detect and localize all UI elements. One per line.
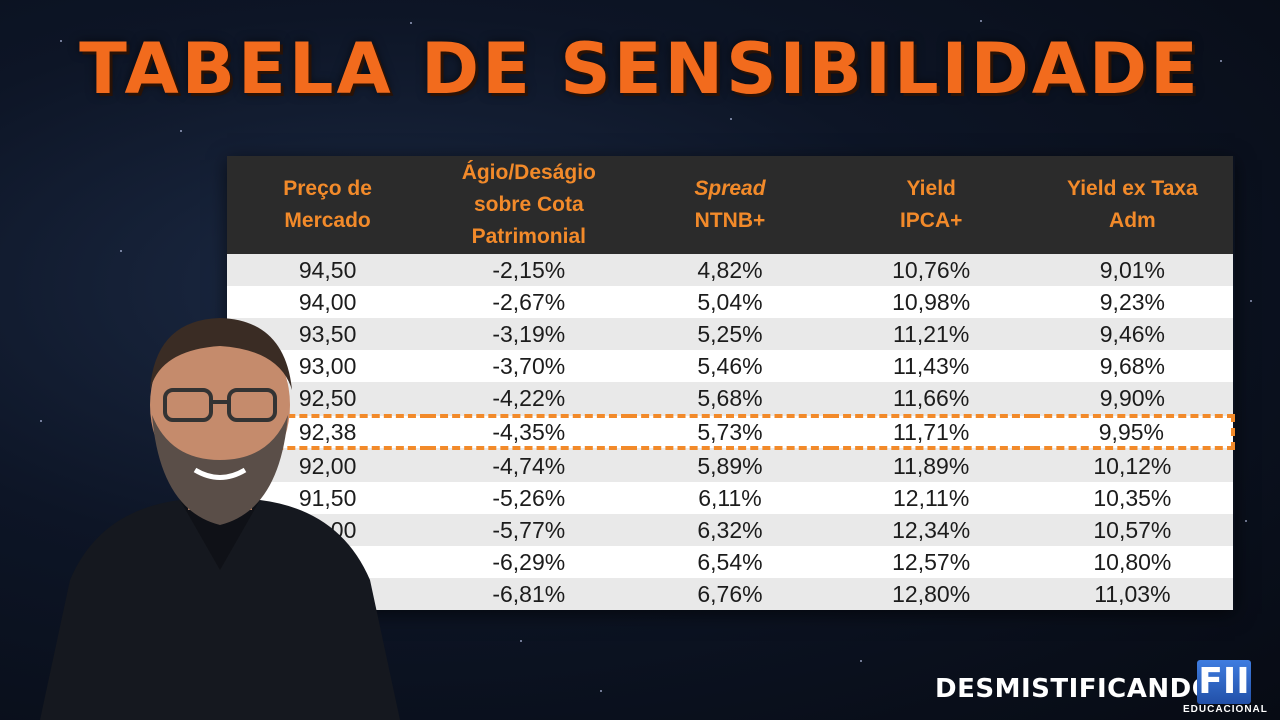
logo-mark: FII <box>1197 660 1251 704</box>
table-cell: 12,57% <box>830 546 1032 578</box>
table-row: 92,00 -4,74% 5,89% 11,89% 10,12% <box>227 448 1233 482</box>
table-row: 91,00-5,77%6,32%12,34%10,57% <box>227 514 1233 546</box>
header-spread: Spread NTNB+ <box>629 156 831 254</box>
sensitivity-table: Preço de Mercado Ágio/Deságio sobre Cota… <box>227 156 1236 610</box>
table-cell: 10,76% <box>830 254 1032 286</box>
table-cell: -2,15% <box>428 254 630 286</box>
table-cell: 10,80% <box>1031 546 1233 578</box>
table-cell: 9,46% <box>1031 318 1233 350</box>
page-title: TABELA DE SENSIBILIDADE <box>79 28 1201 110</box>
table-cell: 11,66% <box>830 382 1032 416</box>
table-cell: 5,46% <box>629 350 831 382</box>
table-cell: 11,03% <box>1031 578 1233 610</box>
presenter-photo <box>40 318 400 720</box>
table-cell: 5,89% <box>629 448 831 482</box>
table-cell: 10,12% <box>1031 448 1233 482</box>
table-cell: 12,80% <box>830 578 1032 610</box>
header-yield-ex-taxa: Yield ex Taxa Adm <box>1031 156 1233 254</box>
table-row: 93,00 -3,70% 5,46% 11,43% 9,68% <box>227 350 1233 382</box>
table-cell: 6,54% <box>629 546 831 578</box>
table-cell: -2,67% <box>428 286 630 318</box>
table-cell: 11,71% <box>830 414 1032 450</box>
table-cell: 9,95% <box>1031 414 1236 450</box>
table-cell: -5,26% <box>428 482 630 514</box>
table-row-highlighted: 92,38 -4,35% 5,73% 11,71% 9,95% <box>227 414 1236 450</box>
header-preco: Preço de Mercado <box>227 156 429 254</box>
header-agio: Ágio/Deságio sobre Cota Patrimonial <box>428 156 630 254</box>
table-cell: 12,11% <box>830 482 1032 514</box>
table-cell: 5,25% <box>629 318 831 350</box>
table-cell: -4,22% <box>428 382 630 416</box>
table-cell: 10,98% <box>830 286 1032 318</box>
table-row: 94,50 -2,15% 4,82% 10,76% 9,01% <box>227 254 1233 286</box>
logo-text: DESMISTIFICANDO <box>935 674 1215 704</box>
table-cell: 10,35% <box>1031 482 1233 514</box>
table-cell: -5,77% <box>428 514 630 546</box>
table-cell: 94,50 <box>227 254 429 286</box>
table-cell: 9,90% <box>1031 382 1233 416</box>
table-cell: 10,57% <box>1031 514 1233 546</box>
table-row: 94,00 -2,67% 5,04% 10,98% 9,23% <box>227 286 1233 318</box>
table-cell: 11,43% <box>830 350 1032 382</box>
table-cell: 6,11% <box>629 482 831 514</box>
table-cell: 11,21% <box>830 318 1032 350</box>
logo-subtitle: EDUCACIONAL <box>1183 704 1268 715</box>
table-cell: -6,29% <box>428 546 630 578</box>
table-cell: -4,35% <box>428 414 630 450</box>
table-cell: 6,76% <box>629 578 831 610</box>
table-cell: 5,68% <box>629 382 831 416</box>
table-cell: -6,81% <box>428 578 630 610</box>
table-cell: 5,04% <box>629 286 831 318</box>
table-row: 90,00-6,81%6,76%12,80%11,03% <box>227 578 1233 610</box>
table-cell: 6,32% <box>629 514 831 546</box>
table-cell: 94,00 <box>227 286 429 318</box>
table-cell: 9,01% <box>1031 254 1233 286</box>
table-cell: 9,68% <box>1031 350 1233 382</box>
table-cell: 9,23% <box>1031 286 1233 318</box>
header-yield: Yield IPCA+ <box>830 156 1032 254</box>
table-header-row: Preço de Mercado Ágio/Deságio sobre Cota… <box>227 156 1233 254</box>
brand-logo: DESMISTIFICANDO FII EDUCACIONAL <box>935 660 1268 716</box>
table-cell: -3,70% <box>428 350 630 382</box>
table-cell: 11,89% <box>830 448 1032 482</box>
table-cell: 4,82% <box>629 254 831 286</box>
table-cell: 5,73% <box>629 414 831 450</box>
table-cell: -4,74% <box>428 448 630 482</box>
table-cell: 12,34% <box>830 514 1032 546</box>
table-cell: -3,19% <box>428 318 630 350</box>
